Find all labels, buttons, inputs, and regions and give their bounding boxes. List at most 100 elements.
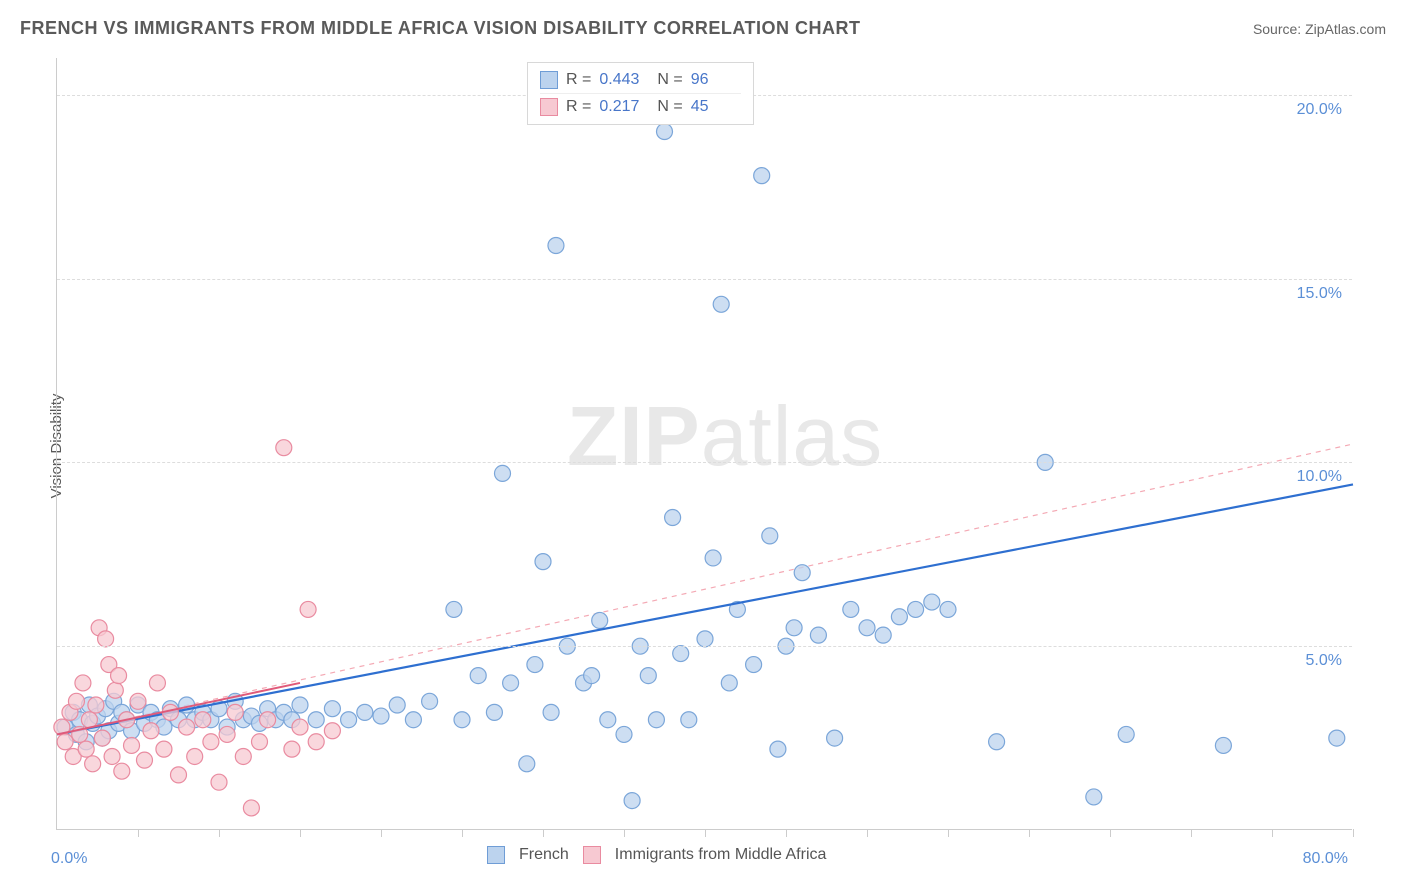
r-label: R = (566, 71, 591, 89)
n-value: 96 (691, 71, 741, 89)
x-origin-label: 0.0% (51, 850, 87, 868)
data-point (810, 627, 826, 643)
data-point (373, 708, 389, 724)
data-point (276, 440, 292, 456)
data-point (156, 741, 172, 757)
data-point (300, 601, 316, 617)
data-point (1215, 737, 1231, 753)
data-point (1329, 730, 1345, 746)
y-tick-label: 20.0% (1297, 101, 1342, 119)
data-point (624, 793, 640, 809)
data-point (292, 697, 308, 713)
data-point (252, 734, 268, 750)
data-point (754, 168, 770, 184)
data-point (130, 693, 146, 709)
n-label: N = (657, 98, 682, 116)
r-value: 0.443 (599, 71, 649, 89)
data-point (422, 693, 438, 709)
x-tick (1272, 829, 1273, 837)
x-tick (867, 829, 868, 837)
data-point (535, 554, 551, 570)
data-point (171, 767, 187, 783)
legend-row: R = 0.217 N = 45 (540, 96, 741, 118)
trend-line (57, 484, 1353, 734)
y-tick-label: 5.0% (1306, 652, 1342, 670)
data-point (924, 594, 940, 610)
data-point (548, 237, 564, 253)
trend-line-dashed (57, 444, 1353, 734)
data-point (673, 646, 689, 662)
x-end-label: 80.0% (1303, 850, 1348, 868)
x-tick (1353, 829, 1354, 837)
data-point (98, 631, 114, 647)
data-point (260, 712, 276, 728)
data-point (891, 609, 907, 625)
r-label: R = (566, 98, 591, 116)
data-point (187, 748, 203, 764)
gridline (57, 279, 1352, 280)
data-point (203, 734, 219, 750)
data-point (284, 741, 300, 757)
data-point (235, 748, 251, 764)
x-tick (1191, 829, 1192, 837)
chart-title: FRENCH VS IMMIGRANTS FROM MIDDLE AFRICA … (20, 18, 861, 39)
data-point (85, 756, 101, 772)
legend-swatch (540, 71, 558, 89)
data-point (495, 465, 511, 481)
data-point (389, 697, 405, 713)
gridline (57, 646, 1352, 647)
x-tick (948, 829, 949, 837)
data-point (292, 719, 308, 735)
data-point (94, 730, 110, 746)
data-point (454, 712, 470, 728)
data-point (446, 601, 462, 617)
legend-swatch (487, 846, 505, 864)
data-point (243, 800, 259, 816)
data-point (211, 774, 227, 790)
legend-label: French (519, 846, 569, 864)
data-point (519, 756, 535, 772)
chart-header: FRENCH VS IMMIGRANTS FROM MIDDLE AFRICA … (20, 18, 1386, 39)
data-point (341, 712, 357, 728)
data-point (584, 668, 600, 684)
data-point (705, 550, 721, 566)
data-point (503, 675, 519, 691)
data-point (68, 693, 84, 709)
data-point (324, 701, 340, 717)
data-point (940, 601, 956, 617)
legend-row: R = 0.443 N = 96 (540, 69, 741, 91)
data-point (75, 675, 91, 691)
data-point (640, 668, 656, 684)
data-point (104, 748, 120, 764)
data-point (989, 734, 1005, 750)
data-point (1086, 789, 1102, 805)
data-point (57, 734, 73, 750)
data-point (681, 712, 697, 728)
data-point (762, 528, 778, 544)
data-point (859, 620, 875, 636)
data-point (1118, 726, 1134, 742)
data-point (143, 723, 159, 739)
x-tick (138, 829, 139, 837)
data-point (111, 668, 127, 684)
data-point (195, 712, 211, 728)
x-tick (381, 829, 382, 837)
data-point (592, 612, 608, 628)
data-point (324, 723, 340, 739)
legend-swatch (583, 846, 601, 864)
x-tick (705, 829, 706, 837)
data-point (527, 657, 543, 673)
data-point (486, 704, 502, 720)
data-point (107, 682, 123, 698)
data-point (149, 675, 165, 691)
gridline (57, 462, 1352, 463)
x-tick (1029, 829, 1030, 837)
data-point (543, 704, 559, 720)
data-point (124, 737, 140, 753)
legend-swatch (540, 98, 558, 116)
n-value: 45 (691, 98, 741, 116)
data-point (219, 726, 235, 742)
data-point (470, 668, 486, 684)
data-point (136, 752, 152, 768)
data-point (697, 631, 713, 647)
